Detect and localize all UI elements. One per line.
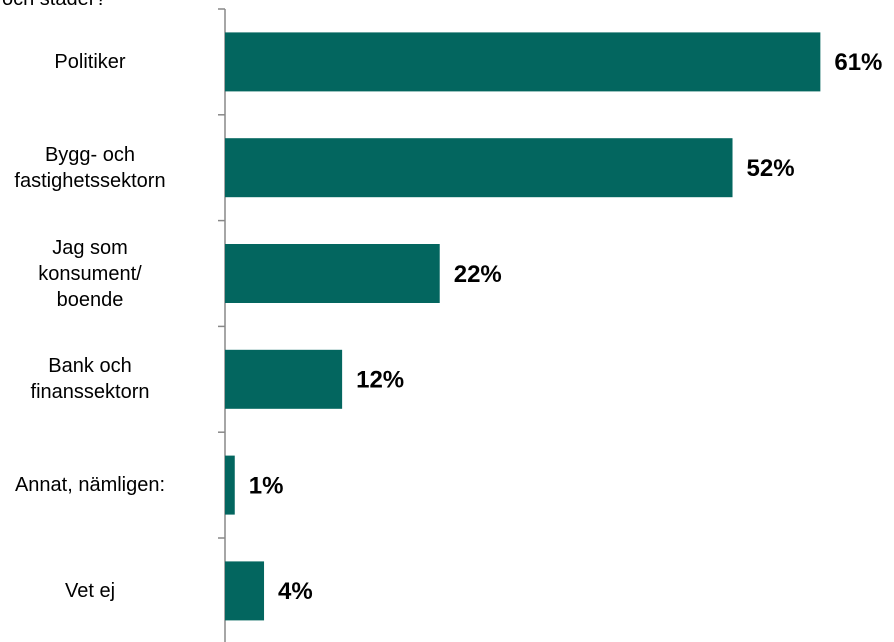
value-label: 22% (454, 261, 502, 288)
value-label: 4% (278, 578, 313, 605)
bar (225, 138, 733, 198)
chart-title: och städer? (2, 0, 107, 11)
category-label: Jag som konsument/ boende (38, 236, 142, 311)
bar (225, 455, 235, 515)
bar (225, 244, 440, 303)
category-label: Bank och finanssektorn (30, 355, 150, 404)
category-label: Bygg- och fastighetssektorn (14, 143, 166, 192)
value-label: 1% (249, 472, 284, 499)
bar (225, 561, 265, 621)
value-label: 61% (834, 49, 882, 76)
bar (225, 349, 343, 409)
category-label: Vet ej (64, 579, 116, 602)
category-label: Annat, nämligen: (14, 474, 166, 497)
bar (225, 32, 821, 92)
category-label: Politiker (54, 50, 126, 73)
value-label: 52% (747, 155, 795, 182)
value-label: 12% (356, 367, 404, 394)
